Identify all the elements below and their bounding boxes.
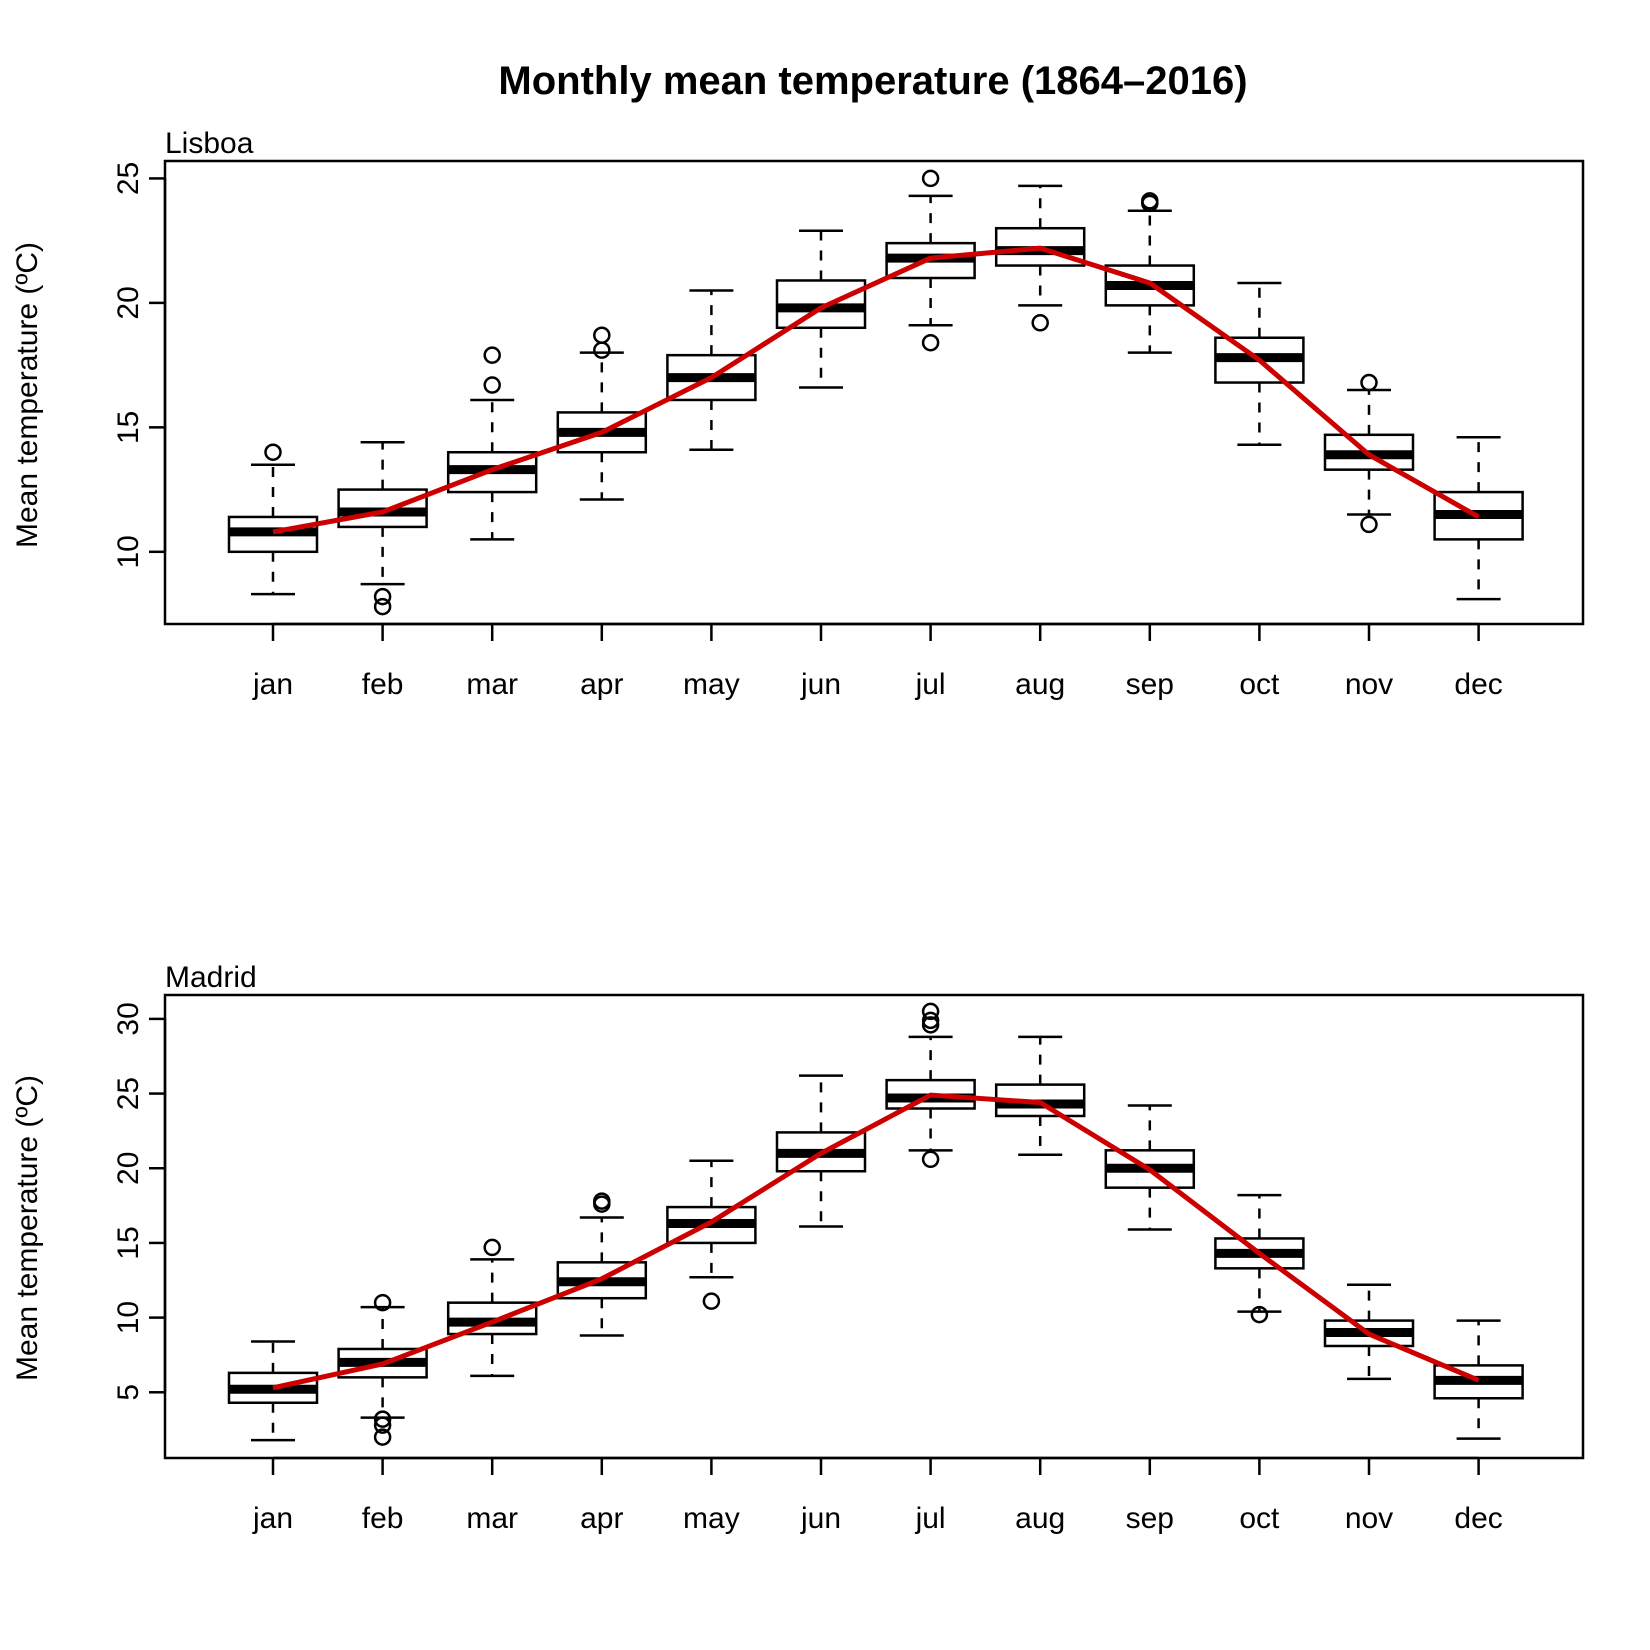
x-tick-label: nov	[1345, 668, 1393, 701]
chart-title: Monthly mean temperature (1864–2016)	[498, 59, 1247, 103]
x-tick-label: oct	[1239, 668, 1280, 701]
outlier-point	[373, 1410, 392, 1428]
y-tick-label: 25	[112, 1077, 145, 1110]
x-tick-label: aug	[1015, 1502, 1065, 1535]
x-tick-label: jul	[915, 668, 946, 701]
mean-series-line	[272, 245, 1480, 535]
x-tick-label: apr	[580, 1502, 623, 1535]
outlier-point	[593, 326, 611, 344]
x-tick-label: apr	[580, 668, 623, 701]
x-tick-label: sep	[1126, 668, 1174, 701]
x-tick-label: jan	[252, 668, 293, 701]
panel-label: Madrid	[165, 961, 257, 994]
panel-label: Lisboa	[165, 127, 254, 160]
y-tick-label: 10	[112, 535, 145, 568]
outlier-point	[264, 443, 282, 461]
y-tick-label: 10	[112, 1301, 145, 1334]
x-tick-label: may	[683, 668, 740, 701]
x-tick-label: mar	[466, 668, 518, 701]
panel-lisboa: Lisboa Mean temperature (ºC) 10 15 20 25 jan…	[11, 127, 1585, 701]
mean-series-line	[272, 1092, 1480, 1391]
x-tick-label: feb	[362, 1502, 404, 1535]
x-tick-label: sep	[1126, 1502, 1174, 1535]
x-tick-label: jul	[915, 1502, 946, 1535]
y-tick-label: 5	[112, 1384, 145, 1401]
outlier-point	[1250, 1305, 1269, 1324]
plot-marks: 10 15 20 25 jan feb mar apr may jun jul aug sep oct no…	[112, 162, 1524, 701]
y-tick-label: 20	[112, 1152, 145, 1185]
x-tick-label: jun	[800, 668, 841, 701]
outlier-point	[1360, 373, 1378, 392]
y-tick-label: 25	[112, 162, 145, 195]
outlier-point	[373, 1416, 392, 1434]
outlier-point	[702, 1292, 721, 1310]
x-tick-label: jan	[252, 1502, 293, 1535]
outlier-point	[1141, 192, 1159, 210]
outlier-point	[483, 1238, 501, 1257]
x-tick-label: oct	[1239, 1502, 1280, 1535]
panel-madrid: Madrid Mean temperature (ºC) 5 10 15 20 25 30…	[11, 961, 1585, 1535]
plot-frame	[163, 993, 1585, 1460]
x-tick-label: mar	[466, 1502, 518, 1535]
outlier-point	[373, 587, 392, 606]
outlier-point	[373, 597, 392, 616]
y-tick-label: 20	[112, 286, 145, 319]
x-tick-label: nov	[1345, 1502, 1393, 1535]
outlier-point	[593, 341, 611, 359]
outlier-point	[921, 1150, 940, 1169]
y-tick-label: 30	[112, 1002, 145, 1035]
x-tick-label: dec	[1454, 1502, 1502, 1535]
outlier-point	[483, 376, 501, 394]
y-axis-label: Mean temperature (ºC)	[11, 242, 44, 548]
outlier-point	[1360, 515, 1378, 534]
outlier-point	[921, 333, 940, 352]
outlier-point	[483, 346, 501, 364]
outlier-point	[593, 1192, 611, 1210]
outlier-point	[921, 1002, 940, 1021]
y-tick-label: 15	[112, 411, 145, 444]
x-tick-label: jun	[800, 1502, 841, 1535]
outlier-point	[373, 1293, 392, 1312]
plot-marks: 5 10 15 20 25 30 jan feb mar apr may jun jul aug sep oc…	[112, 1002, 1524, 1535]
outlier-point	[921, 169, 940, 188]
outlier-point	[373, 1428, 392, 1446]
x-tick-label: may	[683, 1502, 740, 1535]
outlier-point	[1031, 314, 1049, 332]
x-tick-label: feb	[362, 668, 404, 701]
y-axis-label: Mean temperature (ºC)	[11, 1075, 44, 1381]
x-tick-label: aug	[1015, 668, 1065, 701]
x-tick-label: dec	[1454, 668, 1502, 701]
plot-frame	[163, 159, 1585, 626]
y-tick-label: 15	[112, 1226, 145, 1259]
outlier-point	[921, 1011, 940, 1030]
